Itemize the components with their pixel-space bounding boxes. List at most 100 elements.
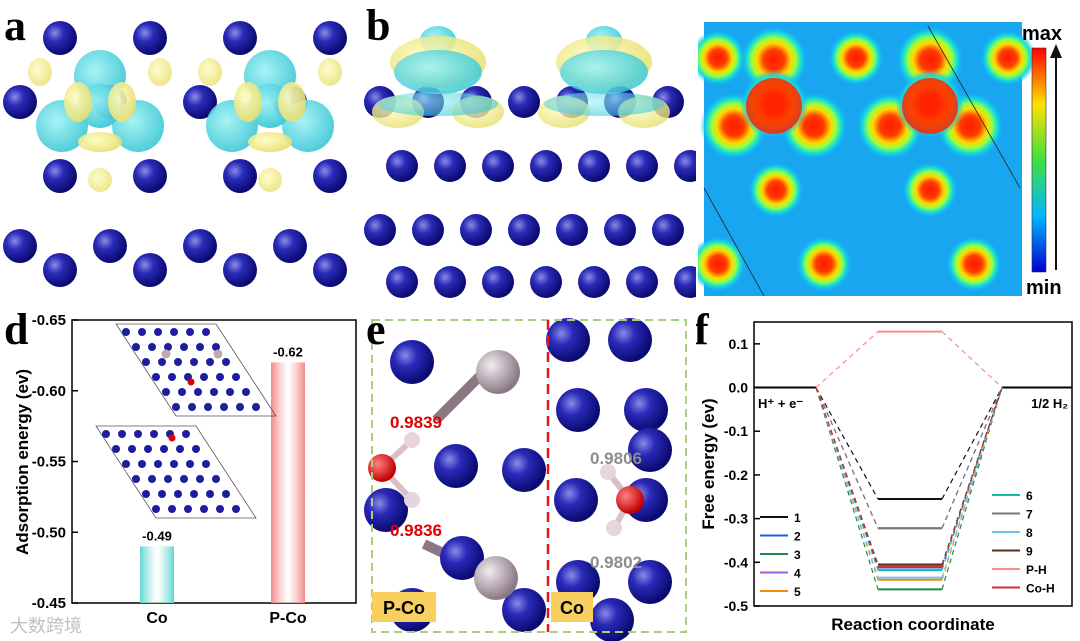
co-atom [364, 214, 396, 246]
density-spot [828, 30, 884, 86]
co-atom [628, 428, 672, 472]
bond-length-left-2: 0.9836 [390, 521, 442, 540]
y-tick-label: -0.3 [724, 511, 748, 527]
panel-a-structure [3, 21, 347, 287]
y-tick-label: -0.5 [724, 598, 748, 614]
bond-length-right-1: 0.9806 [590, 449, 642, 468]
h-atom [606, 520, 622, 536]
co-atom [502, 448, 546, 492]
density-spot [946, 236, 1002, 292]
co-atom [460, 214, 492, 246]
o-atom [616, 486, 644, 514]
co-atom [434, 150, 466, 182]
panel-b: b [364, 0, 696, 298]
x-tick-label: P-Co [269, 610, 307, 627]
panel-b-structure [364, 26, 696, 298]
co-atom [578, 266, 610, 298]
state-label-right: 1/2 H₂ [1031, 396, 1068, 411]
co-atom [43, 159, 77, 193]
x-tick-label: Co [146, 610, 168, 627]
panel-d: -0.65 -0.60 -0.55 -0.50 -0.45 Adsorption ene… [0, 300, 362, 641]
bar-value-label: -0.49 [142, 528, 172, 543]
legend-label-8: 8 [1026, 526, 1033, 540]
co-atom [440, 536, 484, 580]
co-atom [3, 85, 37, 119]
co-atom [434, 444, 478, 488]
bar-Co [140, 546, 174, 603]
co-atom [386, 266, 418, 298]
co-atom [508, 214, 540, 246]
p-atom [476, 350, 520, 394]
co-atom [364, 488, 408, 532]
panel-f: 0.1 0.0 -0.1 -0.2 -0.3 -0.4 -0.5 1 2 3 4 5 6 7 8 9 P-H C… [696, 300, 1080, 641]
co-atom [313, 253, 347, 287]
co-atom [273, 229, 307, 263]
legend-label-Co-H: Co-H [1026, 582, 1055, 596]
colorbar [1031, 47, 1047, 273]
co-atom [482, 266, 514, 298]
co-atom [412, 214, 444, 246]
panel-label-f: f [696, 305, 709, 354]
colorbar-max-label: max [1022, 23, 1062, 45]
h-atom [404, 492, 420, 508]
legend-label-6: 6 [1026, 489, 1033, 503]
co-atom [434, 266, 466, 298]
co-atom [626, 150, 658, 182]
co-atom [530, 266, 562, 298]
co-atom [608, 318, 652, 362]
bond-length-right-2: 0.9802 [590, 553, 642, 572]
co-atom [133, 253, 167, 287]
co-atom [628, 560, 672, 604]
plot-frame [753, 321, 1073, 607]
co-atom [554, 478, 598, 522]
co-atom [133, 21, 167, 55]
colorbar-min-label: min [1026, 277, 1062, 298]
plot-frame [71, 319, 357, 604]
co-atom [590, 598, 634, 641]
co-atom [183, 229, 217, 263]
tag-co [551, 592, 593, 622]
co-atom [43, 21, 77, 55]
watermark: 大数跨境 [10, 616, 82, 636]
density-spot [796, 236, 852, 292]
panel-f-chart: 0.1 0.0 -0.1 -0.2 -0.3 -0.4 -0.5 1 2 3 4 5 6 7 8 9 P-H C… [699, 321, 1073, 634]
o-atom [368, 454, 396, 482]
bar-value-label: -0.62 [273, 344, 303, 359]
panel-label-d: d [4, 305, 29, 354]
state-label-left: H⁺ + e⁻ [758, 396, 803, 411]
y-tick-label: -0.60 [32, 383, 66, 400]
y-tick-label: -0.65 [32, 312, 66, 329]
panel-label-e: e [366, 305, 386, 354]
co-atom [93, 229, 127, 263]
density-spot [980, 30, 1036, 86]
legend-label-4: 4 [794, 567, 801, 581]
panel-c-map: max min [698, 22, 1062, 298]
x-axis-label: Reaction coordinate [831, 615, 994, 634]
co-atom [313, 159, 347, 193]
co-atom [578, 150, 610, 182]
y-tick-label: -0.50 [32, 524, 66, 541]
co-atom [133, 159, 167, 193]
co-atom [508, 86, 540, 118]
legend-label-7: 7 [1026, 508, 1033, 522]
h-atom [404, 432, 420, 448]
co-atom [223, 253, 257, 287]
co-atom [674, 266, 696, 298]
y-axis-label: Adsorption energy (ev) [13, 369, 32, 555]
panel-d-chart: -0.65 -0.60 -0.55 -0.50 -0.45 Adsorption ene… [13, 312, 357, 627]
h-atom [600, 464, 616, 480]
panel-e: 0.9839 0.9836 0.9806 0.9802 P-Co Co e [364, 300, 694, 641]
legend-label-3: 3 [794, 548, 801, 562]
p-atom [474, 556, 518, 600]
bar-P-Co [271, 362, 305, 603]
co-atom [604, 214, 636, 246]
y-tick-label: 0.1 [729, 336, 749, 352]
bond-length-left-1: 0.9839 [390, 413, 442, 432]
panel-a: a [0, 0, 362, 298]
tag-p-co-text: P-Co [383, 598, 425, 618]
co-atom [223, 21, 257, 55]
co-atom [313, 21, 347, 55]
density-spot [698, 236, 746, 292]
panel-e-structure: 0.9839 0.9836 0.9806 0.9802 P-Co Co [364, 318, 687, 641]
y-tick-label: -0.2 [724, 467, 748, 483]
